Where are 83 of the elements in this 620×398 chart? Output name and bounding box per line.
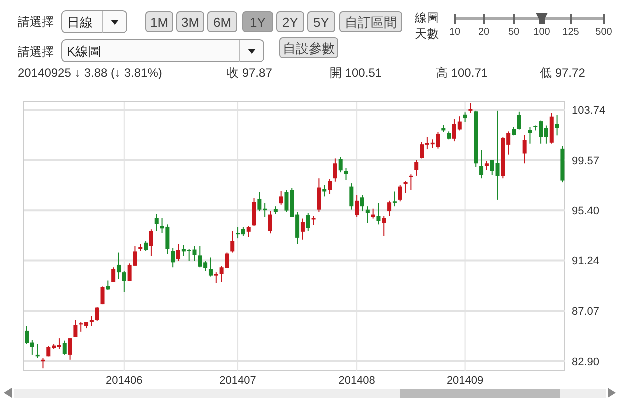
text: K線圖 bbox=[67, 44, 102, 59]
candlestick bbox=[517, 111, 522, 130]
candlestick bbox=[350, 183, 354, 210]
candlestick bbox=[355, 194, 360, 218]
text: 請選擇 bbox=[18, 45, 54, 59]
candlestick bbox=[344, 167, 348, 181]
x-tick-label: 201408 bbox=[338, 375, 376, 387]
text: 收 97.87 bbox=[227, 66, 273, 80]
text: 500 bbox=[596, 27, 613, 38]
candlestick bbox=[522, 134, 527, 164]
candlestick bbox=[463, 112, 468, 124]
y-tick-label: 103.74 bbox=[572, 104, 606, 117]
text: 天數 bbox=[415, 27, 439, 41]
candlestick bbox=[398, 184, 402, 202]
candlestick bbox=[338, 156, 343, 174]
candlestick bbox=[144, 240, 148, 252]
candlestick bbox=[382, 216, 386, 237]
text: 100 bbox=[534, 27, 551, 38]
candlestick bbox=[246, 226, 251, 238]
candlestick bbox=[171, 248, 176, 268]
candlestick bbox=[414, 160, 419, 176]
text: 125 bbox=[562, 27, 580, 38]
candlestick bbox=[268, 211, 272, 234]
y-tick-label: 95.40 bbox=[572, 206, 600, 218]
candlestick bbox=[230, 230, 235, 254]
text: 線圖 bbox=[414, 11, 439, 25]
x-tick-label: 201407 bbox=[220, 375, 256, 387]
text: 自訂區間 bbox=[345, 15, 397, 30]
candlestick bbox=[388, 200, 392, 217]
text: ↓ 3.88 (↓ 3.81%) bbox=[75, 66, 162, 80]
candlestick bbox=[149, 229, 154, 257]
candlestick bbox=[555, 114, 560, 136]
y-tick-label: 82.90 bbox=[572, 356, 600, 368]
candlestick bbox=[100, 286, 105, 306]
candlestick bbox=[333, 158, 338, 182]
text: 低 97.72 bbox=[540, 66, 586, 80]
text: 開 100.51 bbox=[330, 66, 382, 80]
text: 請選擇 bbox=[18, 15, 54, 29]
candlestick bbox=[360, 194, 364, 212]
text: 自設參數 bbox=[283, 41, 335, 56]
text: 5Y bbox=[314, 15, 330, 30]
text: 6M bbox=[213, 15, 232, 30]
text: 50 bbox=[508, 27, 520, 38]
candlestick bbox=[392, 191, 397, 208]
x-tick-label: 201406 bbox=[106, 375, 143, 387]
text: 10 bbox=[449, 27, 461, 38]
candlestick bbox=[376, 202, 381, 226]
candlestick bbox=[74, 320, 78, 338]
candlestick bbox=[208, 257, 213, 278]
text: 20140925 bbox=[18, 66, 72, 80]
y-tick-label: 87.07 bbox=[572, 306, 600, 318]
candlestick bbox=[279, 190, 284, 206]
candlestick bbox=[306, 212, 310, 232]
text: 日線 bbox=[67, 15, 93, 30]
candlestick bbox=[68, 338, 72, 360]
candlestick bbox=[409, 174, 414, 191]
text: 1Y bbox=[250, 15, 266, 30]
candlestick bbox=[112, 267, 116, 283]
text: 2Y bbox=[282, 15, 299, 30]
candlestick bbox=[176, 244, 181, 262]
candlestick bbox=[328, 178, 332, 195]
text: 1M bbox=[150, 15, 169, 30]
candlestick bbox=[468, 102, 473, 114]
candlestick bbox=[322, 184, 327, 198]
text: 高 100.71 bbox=[436, 66, 488, 80]
y-tick-label: 99.57 bbox=[572, 155, 600, 168]
candlestick bbox=[300, 218, 305, 240]
text: 20 bbox=[478, 27, 490, 38]
candlestick bbox=[484, 160, 489, 171]
x-tick-label: 201409 bbox=[446, 375, 484, 387]
candlestick bbox=[62, 340, 67, 356]
candlestick bbox=[214, 272, 218, 284]
candlestick bbox=[317, 178, 322, 213]
candlestick bbox=[95, 306, 100, 322]
candlestick bbox=[122, 270, 126, 293]
text: 3M bbox=[181, 15, 200, 30]
candlestick bbox=[528, 126, 532, 144]
y-tick-label: 91.24 bbox=[572, 256, 600, 268]
candlestick bbox=[116, 252, 121, 280]
candlestick bbox=[480, 150, 484, 180]
candlestick bbox=[252, 198, 256, 227]
candlestick bbox=[154, 214, 159, 232]
candlestick bbox=[404, 180, 408, 194]
